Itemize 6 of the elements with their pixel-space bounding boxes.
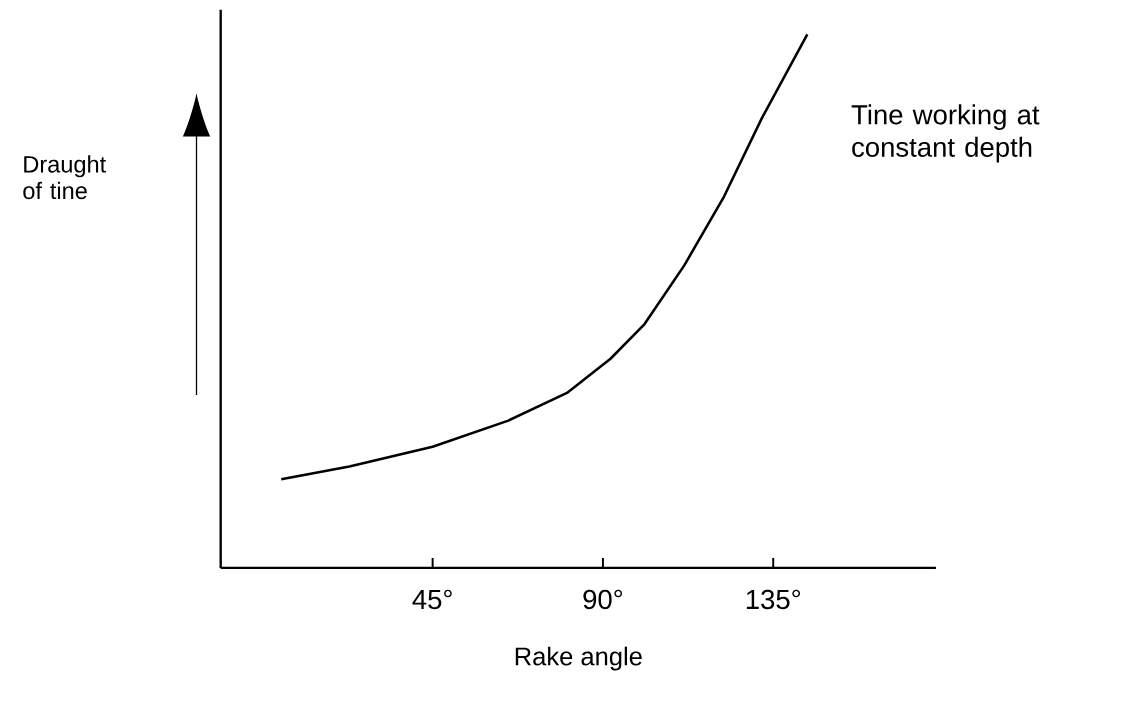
- x-tick-label: 135°: [746, 589, 801, 609]
- x-tick-label: 90°: [583, 589, 623, 609]
- annotation: Tine working at constant depth: [851, 104, 1040, 163]
- x-axis-title: Rake angle: [515, 646, 642, 671]
- x-tick-label: 45°: [412, 589, 452, 609]
- y-axis-title: Draught of tine: [23, 155, 107, 199]
